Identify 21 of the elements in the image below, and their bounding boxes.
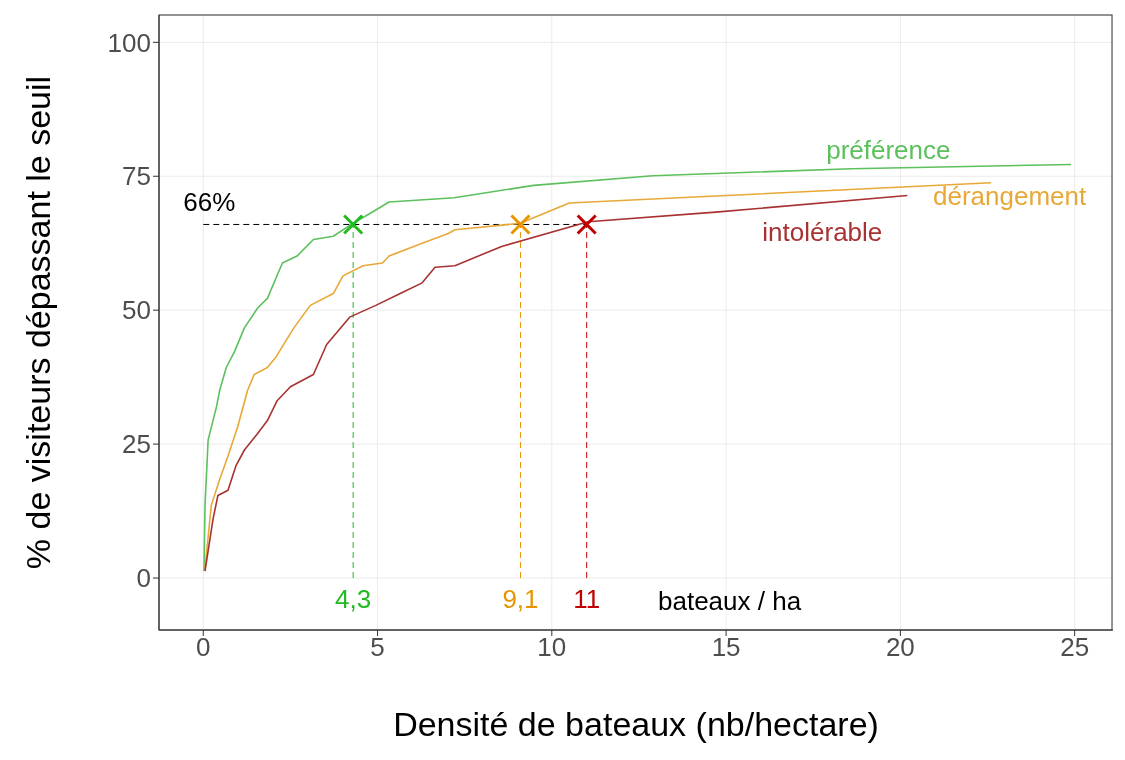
y-axis-title: % de visiteurs dépassant le seuil — [19, 75, 58, 570]
series-label: intolérable — [762, 216, 883, 247]
y-tick-label: 50 — [122, 295, 151, 326]
series-label: dérangement — [933, 180, 1087, 211]
x-tick-label: 10 — [537, 632, 567, 663]
x-axis-title: Densité de bateaux (nb/hectare) — [393, 705, 879, 743]
y-tick-label: 75 — [122, 161, 151, 192]
y-tick-label: 100 — [107, 27, 151, 58]
ref-line-label: 11 — [573, 584, 601, 615]
x-tick-label: 20 — [885, 632, 915, 663]
series-label: préférence — [826, 135, 951, 166]
annotation: bateaux / ha — [658, 586, 802, 616]
ref-line-label: 4,3 — [335, 584, 372, 615]
ref-line-label: 9,1 — [502, 584, 539, 615]
x-tick-label: 0 — [196, 632, 211, 663]
y-tick-label: 25 — [122, 429, 151, 460]
y-tick-label: 0 — [136, 563, 151, 594]
x-tick-label: 25 — [1060, 632, 1090, 663]
x-tick-label: 15 — [711, 632, 741, 663]
x-tick-label: 5 — [370, 632, 385, 663]
ref-line-label: 66% — [183, 186, 236, 217]
